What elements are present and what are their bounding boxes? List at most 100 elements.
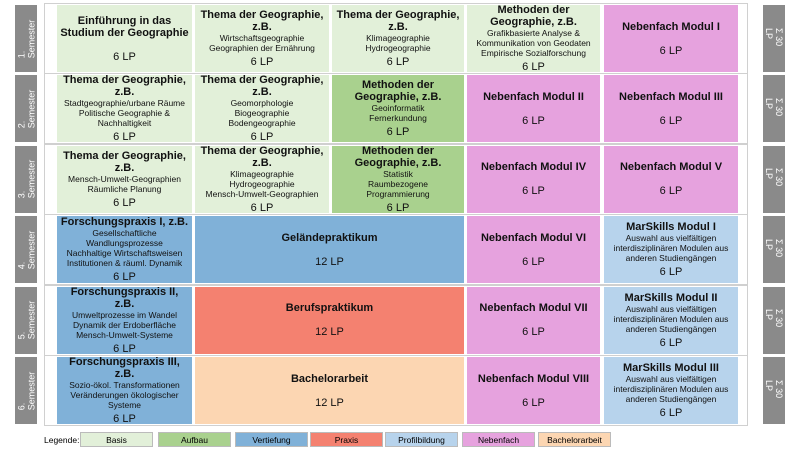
module-detail: Mensch-Umwelt-Geographien bbox=[205, 188, 319, 199]
module: Nebenfach Modul VII 6 LP bbox=[467, 286, 600, 354]
semester-label-box: 2. Semester bbox=[15, 75, 37, 143]
module-detail: Programmierung bbox=[366, 188, 430, 199]
legend-item: Aufbau bbox=[158, 432, 231, 447]
module: Thema der Geographie, z.B. Stadtgeographi… bbox=[57, 74, 192, 144]
module-credits: 12 LP bbox=[315, 255, 344, 268]
module-detail: Mensch-Umwelt-Geographien bbox=[68, 173, 181, 184]
module: Forschungspraxis II, z.B. Umweltprozesse … bbox=[57, 285, 192, 355]
module-detail: interdisziplinären Modulen aus bbox=[613, 384, 729, 394]
module: Forschungspraxis I, z.B. Gesellschaftlich… bbox=[57, 216, 192, 284]
module-detail: Mensch-Umwelt-Systeme bbox=[76, 329, 173, 340]
module-detail: Stadtgeographie/urbane Räume bbox=[64, 98, 185, 109]
module-detail: Auswahl aus vielfältigen bbox=[625, 374, 717, 384]
module-credits: 6 LP bbox=[522, 61, 545, 73]
module-title: MarSkills Modul I bbox=[626, 221, 716, 234]
legend-item: Nebenfach bbox=[462, 432, 535, 447]
legend-item: Basis bbox=[80, 432, 153, 447]
module-title: MarSkills Modul III bbox=[623, 362, 719, 374]
module-detail: Bodengeographie bbox=[228, 118, 296, 129]
module-title: Forschungspraxis II, z.B. bbox=[70, 285, 179, 310]
semester-label-box: 1. Semester bbox=[15, 5, 37, 72]
module-title: Berufspraktikum bbox=[285, 302, 374, 315]
module-detail: Dynamik der Erdoberfläche bbox=[73, 319, 176, 330]
module-title: Geländepraktikum bbox=[281, 231, 378, 244]
legend-item: Praxis bbox=[310, 432, 383, 447]
legend-item: Bachelorarbeit bbox=[538, 432, 611, 447]
module-title: Bachelorarbeit bbox=[290, 372, 369, 385]
module-title: Methoden der Geographie, z.B. bbox=[354, 79, 442, 104]
legend-item: Vertiefung bbox=[235, 432, 308, 447]
module-credits: 6 LP bbox=[522, 255, 545, 268]
module-detail: Geoinformatik bbox=[371, 103, 425, 114]
module-credits: 6 LP bbox=[113, 196, 136, 209]
module-credits: 6 LP bbox=[386, 126, 410, 139]
module-credits: 12 LP bbox=[315, 396, 344, 409]
module-detail: interdisziplinären Modulen aus bbox=[613, 243, 729, 254]
module-credits: 6 LP bbox=[113, 342, 136, 355]
module-credits: 6 LP bbox=[386, 56, 410, 68]
legend-title: Legende: bbox=[44, 435, 80, 445]
credit-sum: Σ 30 LP bbox=[764, 238, 784, 257]
module-detail: Institutionen & räuml. Dynamik bbox=[66, 258, 183, 269]
module: Nebenfach Modul VIII 6 LP bbox=[467, 357, 600, 424]
module-credits: 6 LP bbox=[113, 50, 136, 63]
module-title: Nebenfach Modul V bbox=[619, 161, 723, 174]
module-detail: Gesellschaftliche bbox=[92, 228, 157, 239]
module-title: Nebenfach Modul VII bbox=[479, 302, 588, 315]
module-title: Nebenfach Modul VIII bbox=[477, 372, 590, 385]
module: Methoden der Geographie, z.B. Statistik Ra… bbox=[332, 145, 464, 214]
module-detail: Klimageographie bbox=[230, 168, 294, 179]
module-credits: 6 LP bbox=[522, 185, 545, 198]
credit-sum-box: Σ 30 LP bbox=[763, 145, 785, 213]
semester-label: 4. Semester bbox=[16, 230, 37, 269]
module-credits: 6 LP bbox=[659, 114, 683, 127]
module-credits: 6 LP bbox=[113, 131, 136, 144]
module-title: Methoden der Geographie, z.B. bbox=[490, 4, 577, 28]
module-detail: Auswahl aus vielfältigen bbox=[625, 233, 717, 244]
module-credits: 6 LP bbox=[659, 407, 683, 419]
module-credits: 6 LP bbox=[659, 185, 683, 198]
module-detail: Politische Geographie & bbox=[78, 108, 171, 119]
module-credits: 6 LP bbox=[250, 201, 274, 214]
module-title: Nebenfach Modul II bbox=[483, 90, 584, 103]
credit-sum: Σ 30 LP bbox=[764, 309, 784, 328]
module-credits: 6 LP bbox=[659, 266, 683, 279]
credit-sum: Σ 30 LP bbox=[764, 27, 784, 46]
semester-row bbox=[44, 355, 748, 426]
module-credits: 6 LP bbox=[113, 413, 136, 425]
module-detail: Empirische Sozialforschung bbox=[481, 48, 586, 58]
module-detail: Systeme bbox=[107, 400, 142, 410]
module: Nebenfach Modul V 6 LP bbox=[604, 145, 738, 213]
module-detail: Wirtschaftsgeographie bbox=[219, 33, 305, 43]
module-detail: anderen Studiengängen bbox=[625, 323, 717, 334]
credit-sum-box: Σ 30 LP bbox=[763, 5, 785, 72]
module-detail: Geomorphologie bbox=[230, 98, 294, 109]
module: Thema der Geographie, z.B. Mensch-Umwelt-… bbox=[57, 145, 192, 213]
module-detail: Grafikbasierte Analyse & bbox=[486, 28, 581, 38]
module-credits: 12 LP bbox=[315, 326, 344, 339]
module-credits: 6 LP bbox=[250, 56, 274, 68]
module-detail: Wandlungsprozesse bbox=[86, 238, 163, 249]
module-title: MarSkills Modul II bbox=[624, 291, 718, 304]
module: Nebenfach Modul VI 6 LP bbox=[467, 216, 600, 284]
module-credits: 6 LP bbox=[250, 131, 274, 144]
module: MarSkills Modul I Auswahl aus vielfältige… bbox=[604, 216, 738, 284]
credit-sum: Σ 30 LP bbox=[764, 379, 784, 398]
module-title: Thema der Geographie, z.B. bbox=[200, 144, 324, 169]
module-detail: Umweltprozesse im Wandel bbox=[71, 309, 178, 320]
module-detail: anderen Studiengängen bbox=[625, 253, 717, 264]
module-detail: Sozio-ökol. Transformationen bbox=[69, 380, 180, 390]
module: Nebenfach Modul IV 6 LP bbox=[467, 145, 600, 213]
credit-sum: Σ 30 LP bbox=[764, 97, 784, 116]
module-credits: 6 LP bbox=[522, 114, 545, 127]
module: Thema der Geographie, z.B. Klimageographi… bbox=[195, 144, 329, 214]
credit-sum-box: Σ 30 LP bbox=[763, 357, 785, 424]
module-title: Nebenfach Modul IV bbox=[480, 161, 587, 174]
module: MarSkills Modul II Auswahl aus vielfältig… bbox=[604, 286, 738, 354]
module: Thema der Geographie, z.B. Wirtschaftsgeo… bbox=[195, 5, 329, 72]
module-detail: anderen Studiengängen bbox=[625, 394, 717, 404]
module: Nebenfach Modul III 6 LP bbox=[604, 75, 738, 143]
module-credits: 6 LP bbox=[522, 396, 545, 409]
module-detail: Hydrogeographie bbox=[365, 43, 431, 53]
module-title: Thema der Geographie, z.B. bbox=[200, 74, 324, 99]
